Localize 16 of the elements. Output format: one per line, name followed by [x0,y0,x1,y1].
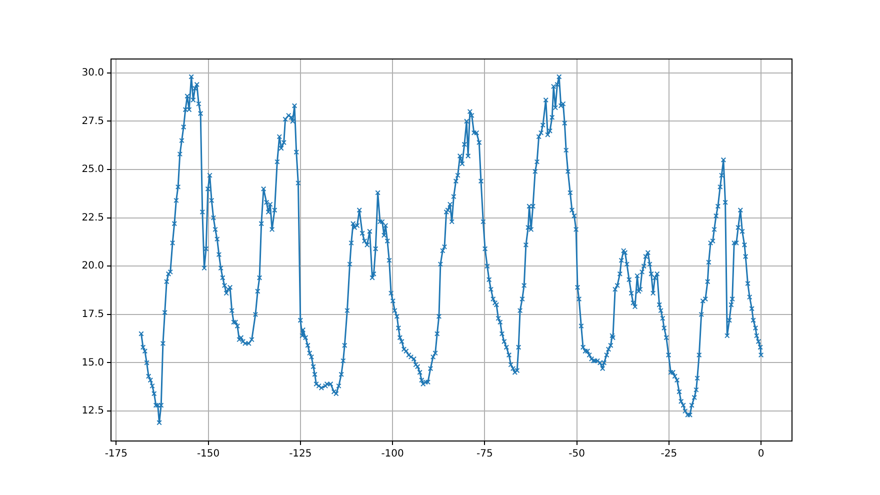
x-tick-label: 0 [758,448,764,460]
x-tick-label: -50 [568,448,585,460]
x-tick-label: -75 [476,448,493,460]
x-tick-label: -125 [289,448,312,460]
y-tick-label: 15.0 [82,357,104,368]
y-tick-label: 30.0 [82,68,104,79]
y-tick-label: 12.5 [82,406,104,417]
x-tick-label: -25 [660,448,678,460]
x-tick-label: -100 [381,448,404,460]
y-tick-label: 22.5 [82,212,104,224]
y-tick-label: 27.5 [82,116,104,127]
x-tick-label: -150 [196,448,220,460]
x-tick-label: -175 [104,448,128,460]
y-tick-label: 20.0 [82,260,104,272]
y-tick-label: 17.5 [82,309,104,320]
y-tick-label: 25.0 [82,164,104,176]
